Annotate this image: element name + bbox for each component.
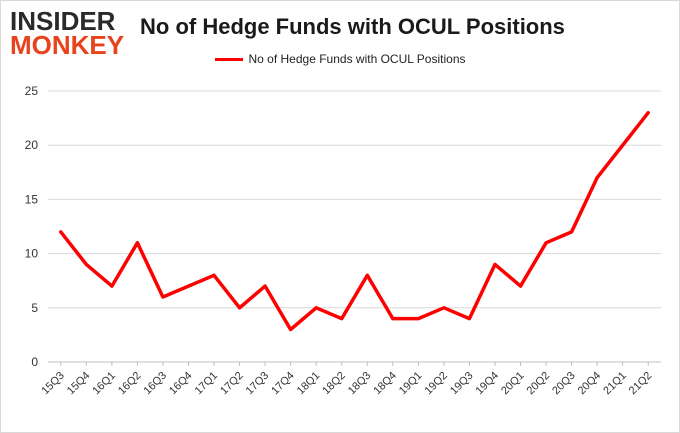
logo-text-insider: INSIDER (10, 6, 116, 36)
x-tick-label: 16Q2 (116, 370, 144, 398)
y-tick-label: 10 (25, 247, 39, 261)
data-point (84, 262, 88, 266)
data-point (595, 176, 599, 180)
x-tick-label: 17Q3 (244, 370, 272, 398)
data-point (416, 317, 420, 321)
data-point (570, 230, 574, 234)
y-tick-label: 20 (25, 138, 39, 152)
x-tick-label: 17Q4 (269, 370, 297, 398)
x-tick-label: 17Q1 (193, 370, 221, 398)
chart-legend: No of Hedge Funds with OCUL Positions (0, 52, 680, 66)
y-tick-label: 0 (31, 355, 38, 369)
x-tick-label: 20Q3 (550, 370, 578, 398)
data-point (212, 273, 216, 277)
data-point (365, 273, 369, 277)
x-tick-label: 15Q4 (65, 370, 93, 398)
data-point (467, 317, 471, 321)
data-point (442, 306, 446, 310)
x-tick-label: 20Q4 (576, 370, 604, 398)
data-point (493, 262, 497, 266)
x-tick-label: 20Q2 (525, 370, 553, 398)
data-point (646, 111, 650, 115)
data-point (314, 306, 318, 310)
y-tick-label: 15 (25, 192, 39, 206)
x-tick-label: 18Q1 (295, 370, 323, 398)
series-line-0 (59, 110, 650, 332)
x-tick-label: 19Q1 (397, 370, 425, 398)
x-tick-label: 18Q4 (371, 370, 399, 398)
data-point (110, 284, 114, 288)
x-tick-label: 16Q3 (142, 370, 170, 398)
insider-monkey-logo: INSIDER MONKEY (10, 6, 128, 60)
legend-label: No of Hedge Funds with OCUL Positions (248, 52, 466, 66)
x-tick-label: 20Q1 (499, 370, 527, 398)
x-tick-label: 16Q1 (90, 370, 118, 398)
y-tick-label: 5 (31, 301, 38, 315)
x-tick-label: 19Q2 (422, 370, 450, 398)
data-point (519, 284, 523, 288)
x-tick-label: 18Q2 (320, 370, 348, 398)
data-point (59, 230, 63, 234)
x-tick-label: 21Q1 (601, 370, 629, 398)
logo-text-monkey: MONKEY (10, 30, 125, 60)
data-point (186, 284, 190, 288)
y-tick-label: 25 (25, 84, 39, 98)
x-tick-label: 16Q4 (167, 370, 195, 398)
x-tick-label: 19Q3 (448, 370, 476, 398)
data-point (238, 306, 242, 310)
data-point (161, 295, 165, 299)
data-point (340, 317, 344, 321)
data-point (391, 317, 395, 321)
data-point (263, 284, 267, 288)
x-tick-label: 19Q4 (474, 370, 502, 398)
x-tick-label: 18Q3 (346, 370, 374, 398)
x-tick-label: 21Q2 (627, 370, 655, 398)
x-tick-label: 15Q3 (39, 370, 67, 398)
data-point (135, 241, 139, 245)
legend-swatch (214, 58, 243, 62)
data-point (621, 143, 625, 147)
x-tick-label: 17Q2 (218, 370, 246, 398)
chart-title: No of Hedge Funds with OCUL Positions (140, 14, 565, 39)
data-point (289, 327, 293, 331)
data-point (544, 241, 548, 245)
